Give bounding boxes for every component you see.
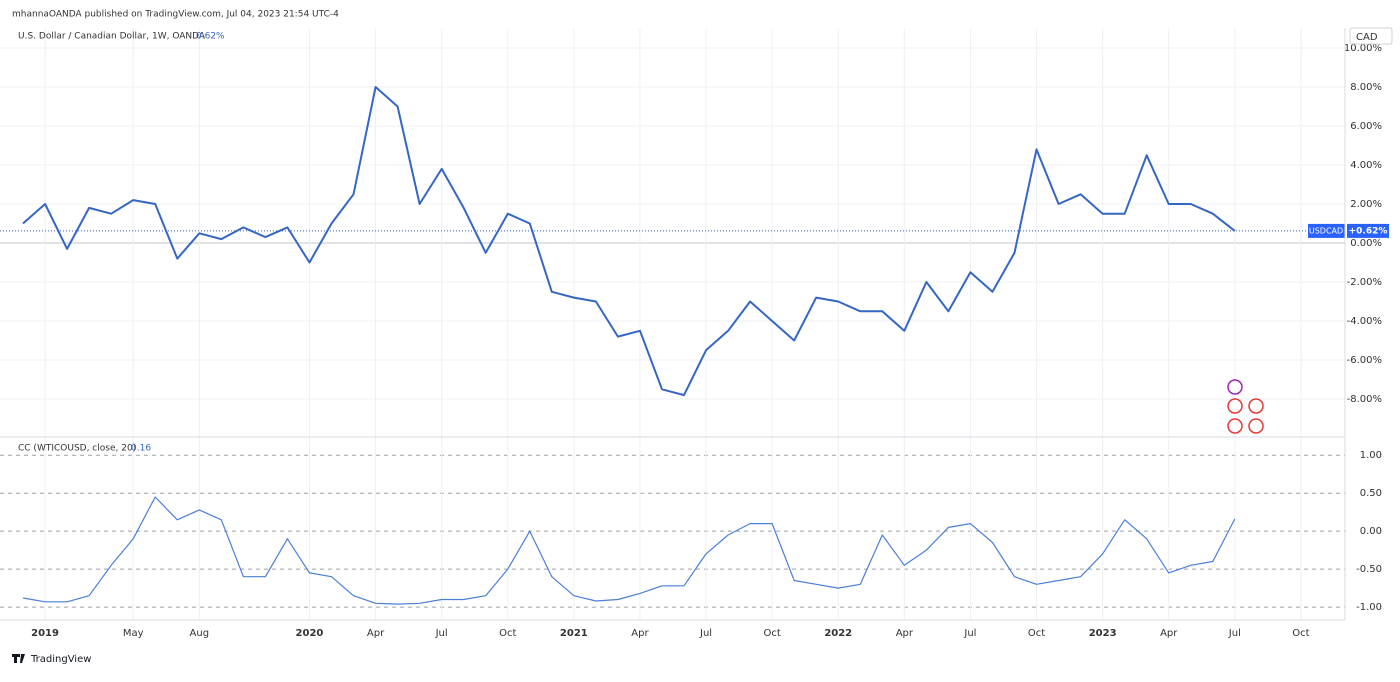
indicator-value: 0.16 [131, 444, 151, 454]
price-tag [1347, 223, 1389, 238]
x-tick-label: Apr [896, 628, 914, 639]
y-tick-label: 0.50 [1360, 488, 1382, 499]
event-icons [1227, 379, 1264, 434]
x-tick-label: Oct [1292, 628, 1309, 639]
y-tick-label: 0.00 [1360, 526, 1382, 537]
y-tick-label: -2.00% [1347, 277, 1382, 288]
x-tick-label: Jul [435, 628, 448, 639]
y-tick-label: -8.00% [1347, 394, 1382, 405]
event-icon[interactable] [1227, 379, 1243, 395]
y-tick-label: -4.00% [1347, 316, 1382, 327]
x-tick-label: Oct [763, 628, 780, 639]
x-tick-label: Jul [963, 628, 976, 639]
event-icon[interactable] [1227, 398, 1243, 414]
current-value: 0.62% [196, 32, 225, 42]
indicator-title: CC (WTICOUSD, close, 20) [18, 444, 136, 454]
x-tick-label: Apr [1160, 628, 1178, 639]
symbol-tag [1308, 223, 1345, 238]
y-tick-label: 6.00% [1350, 121, 1382, 132]
x-tick-label: 2020 [296, 628, 324, 639]
y-tick-label: 4.00% [1350, 160, 1382, 171]
y-tick-label: 8.00% [1350, 82, 1382, 93]
x-tick-label: May [123, 628, 144, 639]
event-icon[interactable] [1227, 418, 1243, 434]
y-tick-label: -1.00 [1356, 602, 1382, 613]
price-label: +0.62% [1349, 226, 1388, 236]
x-tick-label: Oct [499, 628, 516, 639]
x-tick-label: 2022 [824, 628, 852, 639]
x-tick-label: 2021 [560, 628, 588, 639]
header: mhannaOANDA published on TradingView.com… [12, 10, 339, 20]
y-tick-label: -0.50 [1356, 564, 1382, 575]
logo [12, 654, 25, 663]
y-tick-label: 1.00 [1360, 450, 1382, 461]
x-tick-label: Aug [190, 628, 210, 639]
y-tick-label: 0.00% [1350, 238, 1382, 249]
footer: TradingView [30, 654, 91, 665]
y-tick-label: 2.00% [1350, 199, 1382, 210]
x-tick-label: Oct [1028, 628, 1045, 639]
symbol-label: USDCAD [1309, 226, 1343, 235]
y-tick-label: 10.00% [1344, 43, 1382, 54]
x-tick-label: 2019 [31, 628, 59, 639]
x-tick-label: Jul [1228, 628, 1241, 639]
event-icon[interactable] [1248, 418, 1264, 434]
x-tick-label: 2023 [1089, 628, 1117, 639]
x-tick-label: Jul [699, 628, 712, 639]
series-title: U.S. Dollar / Canadian Dollar, 1W, OANDA [18, 32, 206, 42]
series-line [22, 86, 1236, 397]
x-tick-label: Apr [367, 628, 385, 639]
y-tick-label: -6.00% [1347, 355, 1382, 366]
event-icon[interactable] [1248, 398, 1264, 414]
series-line [22, 496, 1236, 605]
plot: -8.00% -6.00% -4.00% -2.00% 0.00% 2.00% 4.00% 6… [0, 28, 1389, 639]
currency: CAD [1356, 32, 1378, 43]
currency-box[interactable] [1349, 27, 1393, 45]
x-tick-label: Apr [631, 628, 649, 639]
